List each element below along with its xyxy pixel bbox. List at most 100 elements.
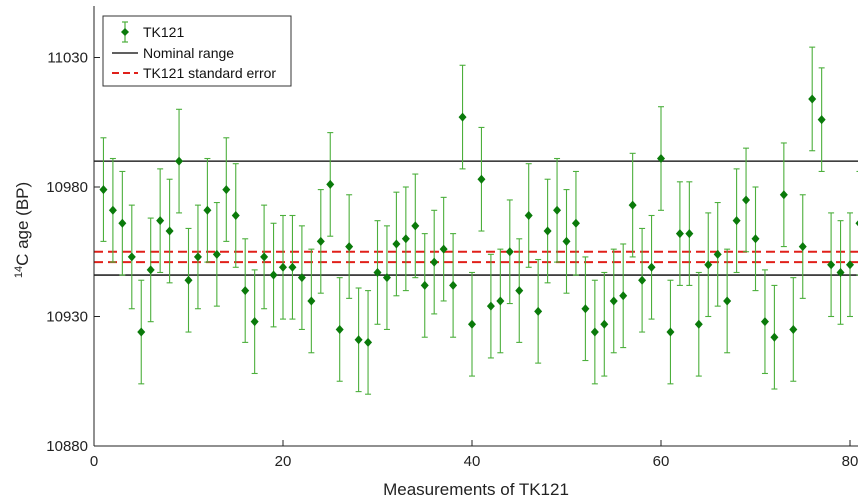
data-point <box>137 327 146 337</box>
data-point <box>382 273 391 283</box>
data-point <box>846 260 854 270</box>
data-point <box>798 242 807 252</box>
legend-entry-standard-error: TK121 standard error <box>112 65 276 81</box>
data-point <box>609 296 618 306</box>
data-series-tk121 <box>99 46 858 395</box>
y-axis-title-main: C age (BP) <box>13 182 32 266</box>
data-point <box>770 332 779 342</box>
data-point <box>534 306 543 316</box>
data-point <box>704 260 713 270</box>
data-point <box>269 270 278 280</box>
y-axis-title: 14C age (BP) <box>13 182 32 278</box>
data-point <box>600 319 609 329</box>
y-ticks: 10880 10930 10980 11030 <box>46 50 100 455</box>
data-point <box>146 265 155 275</box>
data-point <box>619 291 628 301</box>
data-point <box>411 221 420 231</box>
data-point <box>543 226 552 236</box>
x-ticks: 0 20 40 60 80 <box>90 440 858 470</box>
x-axis-title: Measurements of TK121 <box>383 480 569 499</box>
data-point <box>175 156 184 166</box>
data-point <box>496 296 505 306</box>
legend-label-tk121: TK121 <box>143 24 184 40</box>
data-point <box>307 296 316 306</box>
data-point <box>477 174 486 184</box>
reference-lines <box>94 160 858 276</box>
y-axis-title-superscript: 14 <box>13 266 25 278</box>
data-point <box>713 249 722 259</box>
data-point <box>156 216 165 226</box>
legend: TK121 Nominal range TK121 standard error <box>102 15 292 87</box>
y-tick-label: 10880 <box>46 438 88 455</box>
data-point <box>401 234 410 244</box>
data-point <box>817 115 826 125</box>
data-point <box>675 229 684 239</box>
x-tick-label: 0 <box>90 453 98 470</box>
x-tick-label: 20 <box>275 453 292 470</box>
data-point <box>364 337 373 347</box>
data-point <box>231 210 240 220</box>
data-point <box>751 234 760 244</box>
data-point <box>855 220 858 227</box>
data-point <box>326 179 335 189</box>
data-point <box>581 304 590 314</box>
data-point <box>373 267 382 277</box>
data-point <box>335 324 344 334</box>
legend-label-standard-error: TK121 standard error <box>143 65 276 81</box>
data-point <box>486 301 495 311</box>
legend-entry-tk121: TK121 <box>121 21 184 43</box>
data-point <box>392 239 401 249</box>
data-point <box>515 286 524 296</box>
x-tick-label: 60 <box>653 453 670 470</box>
data-point <box>99 185 108 195</box>
legend-box <box>102 15 292 87</box>
data-point <box>760 317 769 327</box>
data-point <box>118 218 127 228</box>
data-point <box>732 216 741 226</box>
data-point <box>468 319 476 329</box>
data-point <box>184 275 193 285</box>
data-point <box>222 185 231 195</box>
data-point <box>808 94 817 104</box>
data-point <box>354 335 363 345</box>
data-point <box>458 112 467 122</box>
data-point <box>165 226 174 236</box>
data-point <box>524 210 533 220</box>
data-point <box>666 327 675 337</box>
data-point <box>449 280 458 290</box>
data-point <box>638 275 647 285</box>
data-point <box>685 229 694 239</box>
data-point <box>723 296 732 306</box>
data-point <box>571 218 580 228</box>
data-point <box>297 273 306 283</box>
data-point <box>439 244 448 254</box>
data-point <box>553 205 562 215</box>
y-tick-label: 10980 <box>46 179 88 196</box>
x-tick-label: 80 <box>842 453 858 470</box>
data-point <box>203 205 212 215</box>
data-point <box>505 247 514 257</box>
data-point <box>193 252 202 262</box>
data-point <box>279 262 287 272</box>
data-point <box>316 236 325 246</box>
data-point <box>108 205 117 215</box>
data-point <box>647 262 656 272</box>
data-point <box>694 319 703 329</box>
y-tick-label: 10930 <box>46 309 88 326</box>
legend-label-nominal-range: Nominal range <box>143 45 234 61</box>
data-point <box>127 252 136 262</box>
y-tick-label: 11030 <box>47 50 88 67</box>
data-point <box>590 327 599 337</box>
axes <box>93 6 858 447</box>
data-point <box>345 242 354 252</box>
data-point <box>241 286 250 296</box>
data-point <box>562 236 571 246</box>
data-point <box>212 249 221 259</box>
x-tick-label: 40 <box>464 453 481 470</box>
data-point <box>827 260 836 270</box>
data-point <box>657 154 665 164</box>
data-point <box>789 324 798 334</box>
data-point <box>742 195 751 205</box>
legend-entry-nominal-range: Nominal range <box>112 45 234 61</box>
